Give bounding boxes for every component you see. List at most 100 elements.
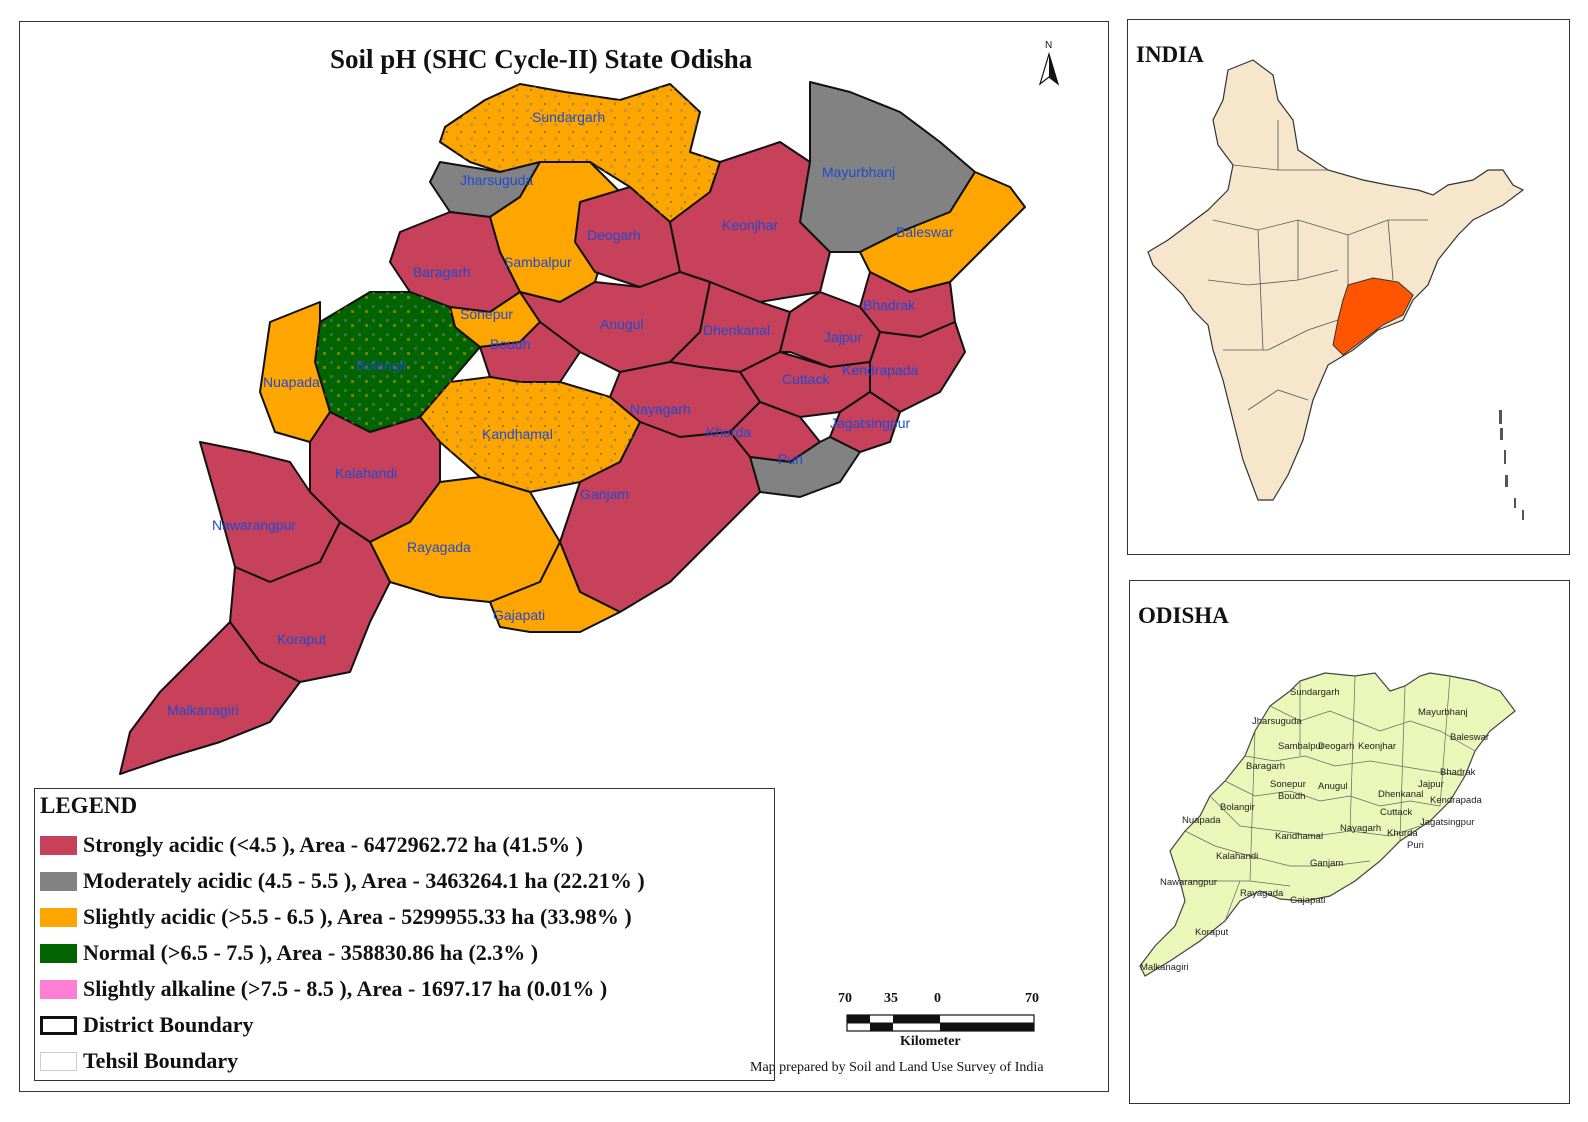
andaman-islands — [1499, 410, 1524, 520]
district-label-jagatsingpur: Jagatsingpur — [830, 415, 911, 431]
inset-district-label-ganjam: Ganjam — [1310, 858, 1343, 869]
district-label-kendrapada: Kendrapada — [842, 362, 919, 378]
inset-district-label-kalahandi: Kalahandi — [1216, 851, 1258, 862]
district-label-nawarangpur: Nawarangpur — [212, 517, 296, 533]
legend-item-slightly-alkaline: Slightly alkaline (>7.5 - 8.5 ), Area - … — [40, 975, 607, 1003]
legend-item-normal: Normal (>6.5 - 7.5 ), Area - 358830.86 h… — [40, 939, 538, 967]
inset-district-label-nayagarh: Nayagarh — [1340, 823, 1381, 834]
district-label-bhadrak: Bhadrak — [863, 297, 916, 313]
region-malkanagiri — [119, 621, 301, 775]
legend-title: LEGEND — [40, 793, 138, 818]
main-map-panel: Soil pH (SHC Cycle-II) State Odisha N — [19, 21, 1109, 1092]
district-label-boudh: Boudh — [490, 336, 530, 352]
inset-district-label-nuapada: Nuapada — [1182, 815, 1221, 826]
district-label-nayagarh: Nayagarh — [630, 401, 691, 417]
svg-text:N: N — [1045, 40, 1052, 51]
district-label-jharsuguda: Jharsuguda — [460, 172, 533, 188]
inset-district-label-puri: Puri — [1407, 840, 1424, 851]
district-label-jajpur: Jajpur — [824, 329, 862, 345]
north-arrow-icon: N — [1038, 40, 1060, 86]
map-credit: Map prepared by Soil and Land Use Survey… — [750, 1060, 1044, 1075]
inset-district-label-gajapati: Gajapati — [1290, 895, 1325, 906]
legend-swatch-strongly-acidic — [40, 835, 77, 855]
inset-district-label-nawarangpur: Nawarangpur — [1160, 877, 1217, 888]
scale-tick-zero: 0 — [934, 991, 941, 1006]
ph-pixel-texture — [315, 84, 720, 492]
inset-district-label-jajpur: Jajpur — [1418, 779, 1444, 790]
inset-district-label-dhenkanal: Dhenkanal — [1378, 789, 1423, 800]
inset-district-label-sambalpur: Sambalpur — [1278, 741, 1324, 752]
legend-swatch-moderately-acidic — [40, 871, 77, 891]
inset-district-label-jagatsingpur: Jagatsingpur — [1420, 817, 1474, 828]
india-state-lines — [1207, 120, 1428, 411]
district-label-gajapati: Gajapati — [493, 607, 545, 623]
legend-item-tehsil-boundary: Tehsil Boundary — [40, 1047, 238, 1075]
india-outline — [1147, 59, 1525, 501]
region-gajapati — [489, 541, 621, 633]
inset-district-label-kendrapada: Kendrapada — [1430, 795, 1482, 806]
inset-district-label-baleswar: Baleswar — [1450, 732, 1489, 743]
district-label-sundargarh: Sundargarh — [532, 109, 605, 125]
district-label-bolangir: Bolangir — [356, 357, 408, 373]
inset-district-label-deogarh: Deogarh — [1318, 741, 1354, 752]
inset-district-label-boudh: Boudh — [1278, 791, 1305, 802]
inset-district-label-malkanagiri: Malkanagiri — [1140, 962, 1189, 973]
india-inset-panel: INDIA — [1127, 19, 1570, 555]
legend-swatch-normal — [40, 943, 77, 963]
inset-district-label-koraput: Koraput — [1195, 927, 1229, 938]
district-label-dhenkanal: Dhenkanal — [703, 322, 770, 338]
inset-district-label-rayagada: Rayagada — [1240, 888, 1284, 899]
inset-district-label-sundargarh: Sundargarh — [1290, 687, 1340, 698]
legend-swatch-slightly-alkaline — [40, 979, 77, 999]
legend-swatch-slightly-acidic — [40, 907, 77, 927]
inset-district-label-jharsuguda: Jharsuguda — [1252, 716, 1302, 727]
district-label-keonjhar: Keonjhar — [722, 217, 778, 233]
map-title: Soil pH (SHC Cycle-II) State Odisha — [330, 44, 753, 74]
region-puri — [749, 436, 861, 498]
district-label-khurda: Khurda — [706, 424, 751, 440]
legend-item-strongly-acidic: Strongly acidic (<4.5 ), Area - 6472962.… — [40, 831, 583, 859]
inset-district-label-keonjhar: Keonjhar — [1358, 741, 1396, 752]
odisha-soil-ph-map: N — [119, 40, 1060, 775]
legend-item-slightly-acidic: Slightly acidic (>5.5 - 6.5 ), Area - 52… — [40, 903, 632, 931]
district-label-koraput: Koraput — [277, 631, 326, 647]
inset-district-label-baragarh: Baragarh — [1246, 761, 1285, 772]
inset-district-label-sonepur: Sonepur — [1270, 779, 1306, 790]
district-label-baleswar: Baleswar — [896, 224, 954, 240]
district-label-ganjam: Ganjam — [580, 486, 629, 502]
odisha-outline — [1139, 672, 1516, 977]
odisha-highlight — [1332, 277, 1414, 356]
india-inset-title: INDIA — [1136, 42, 1204, 67]
district-label-puri: Puri — [778, 451, 803, 467]
district-label-nuapada: Nuapada — [263, 374, 320, 390]
inset-district-label-anugul: Anugul — [1318, 781, 1348, 792]
odisha-inset-title: ODISHA — [1138, 603, 1229, 628]
legend-item-moderately-acidic: Moderately acidic (4.5 - 5.5 ), Area - 3… — [40, 867, 645, 895]
inset-district-label-mayurbhanj: Mayurbhanj — [1418, 707, 1468, 718]
district-label-kalahandi: Kalahandi — [335, 465, 397, 481]
legend-item-district-boundary: District Boundary — [40, 1011, 254, 1039]
odisha-district-lines — [1180, 675, 1476, 922]
district-label-kandhamal: Kandhamal — [482, 426, 553, 442]
district-label-malkanagiri: Malkanagiri — [167, 702, 239, 718]
district-label-deogarh: Deogarh — [587, 227, 641, 243]
legend-swatch-district-boundary — [40, 1015, 77, 1035]
district-label-mayurbhanj: Mayurbhanj — [822, 164, 895, 180]
inset-district-label-khurda: Khurda — [1387, 828, 1418, 839]
scale-tick-mid: 35 — [884, 991, 898, 1006]
district-label-baragarh: Baragarh — [413, 264, 471, 280]
legend-swatch-tehsil-boundary — [40, 1051, 77, 1071]
scale-unit: Kilometer — [900, 1034, 961, 1049]
district-label-anugul: Anugul — [600, 316, 644, 332]
inset-district-label-cuttack: Cuttack — [1380, 807, 1412, 818]
district-label-rayagada: Rayagada — [407, 539, 471, 555]
district-label-cuttack: Cuttack — [782, 371, 830, 387]
inset-district-label-bhadrak: Bhadrak — [1440, 767, 1476, 778]
inset-district-label-kandhamal: Kandhamal — [1275, 831, 1323, 842]
scale-tick-left: 70 — [838, 991, 852, 1006]
odisha-inset-panel: ODISHA Sundargarh Jharsuguda Sambalpur Deog… — [1129, 580, 1570, 1104]
legend-panel: LEGEND Strongly acidic (<4.5 ), Area - 6… — [34, 788, 775, 1081]
district-label-sonepur: Sonepur — [460, 306, 513, 322]
inset-district-label-bolangir: Bolangir — [1220, 802, 1255, 813]
scale-tick-right: 70 — [1025, 991, 1039, 1006]
